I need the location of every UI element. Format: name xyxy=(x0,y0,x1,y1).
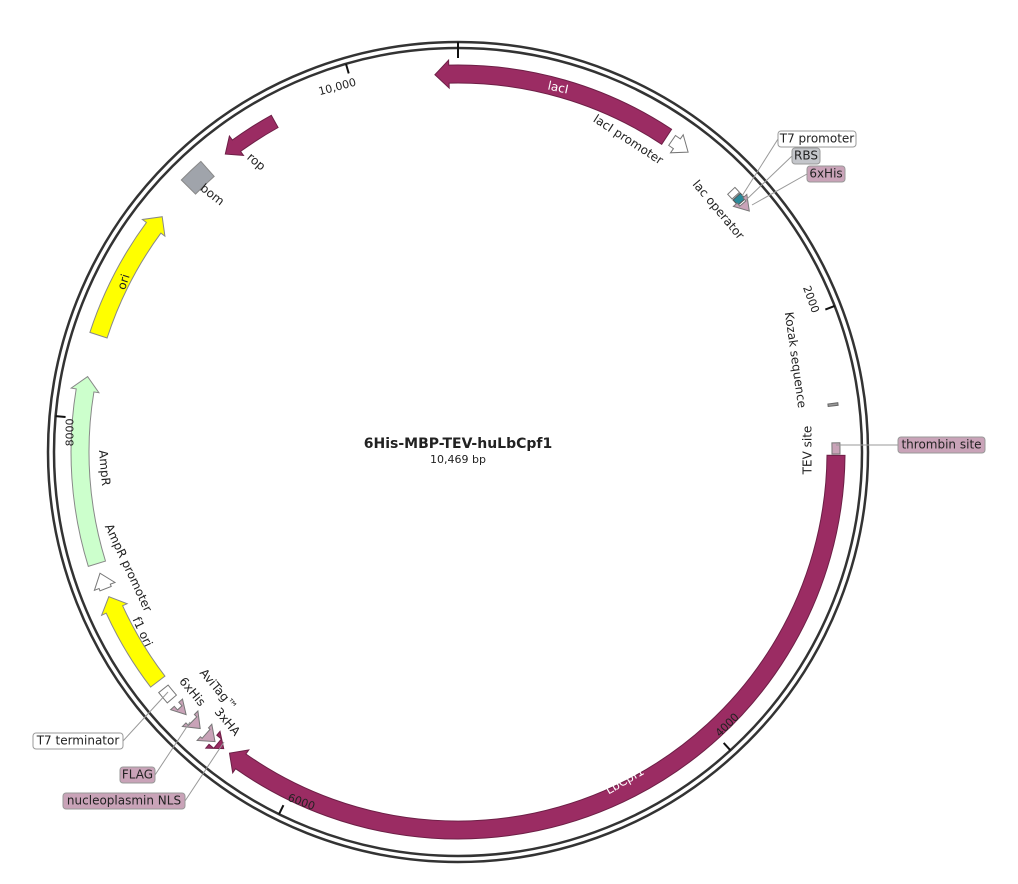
feature-lacI-promoter xyxy=(668,133,689,154)
callout-line xyxy=(184,741,225,802)
feature-ampr-promoter xyxy=(93,572,117,592)
callout-box xyxy=(897,436,986,454)
callout-line xyxy=(751,173,808,206)
feature-label: lac operator xyxy=(690,177,748,242)
backbone-inner xyxy=(52,46,864,858)
callout-line xyxy=(741,138,779,197)
callout-box xyxy=(791,147,821,165)
callout-label: 6xHis xyxy=(809,167,842,181)
feature-t7-terminator xyxy=(157,684,178,704)
feature-label: TEV site xyxy=(801,426,815,476)
backbone-outer xyxy=(46,40,870,864)
callout-label: T7 promoter xyxy=(779,132,855,146)
tick-label: 2000 xyxy=(800,284,822,315)
tick-mark xyxy=(55,415,66,418)
feature-lbcpf1 xyxy=(228,454,846,840)
callout-label: FLAG xyxy=(122,768,153,782)
callout-box xyxy=(62,792,186,810)
feature-3xha xyxy=(196,723,216,743)
callout-line xyxy=(154,721,191,776)
callout-label: T7 terminator xyxy=(36,734,120,748)
callout-label: thrombin site xyxy=(901,438,981,452)
tick-mark xyxy=(345,63,350,74)
feature-label: AmpR xyxy=(96,449,113,486)
tick-label: 10,000 xyxy=(317,76,358,99)
callout-box xyxy=(119,766,156,784)
feature-kozak xyxy=(827,402,839,408)
callout-label: RBS xyxy=(794,149,818,163)
feature-ampr xyxy=(69,375,107,568)
feature-label: ori xyxy=(114,272,132,291)
feature-6xhis xyxy=(732,193,750,212)
feature-label: Kozak sequence xyxy=(782,311,809,409)
feature-tev xyxy=(831,442,841,455)
callout-box xyxy=(32,732,124,750)
feature-6xhis-c xyxy=(169,698,187,716)
feature-bom xyxy=(180,160,215,195)
callout-box xyxy=(777,130,857,148)
feature-ori xyxy=(89,216,166,339)
callout-line xyxy=(122,691,169,742)
feature-f1-ori xyxy=(100,596,166,688)
feature-avitag xyxy=(181,709,201,730)
tick-mark xyxy=(824,304,836,311)
tick-mark xyxy=(722,742,732,752)
callout-line xyxy=(745,155,793,201)
plasmid-title: 6His-MBP-TEV-huLbCpf1 xyxy=(364,436,553,452)
feature-label: rop xyxy=(244,150,268,173)
plasmid-size: 10,469 bp xyxy=(430,453,486,466)
tick-mark xyxy=(278,804,285,815)
callout-box xyxy=(806,165,846,183)
feature-label: lacI xyxy=(546,78,569,96)
feature-rop xyxy=(224,114,279,156)
feature-t7-promoter xyxy=(726,186,741,200)
callout-label: nucleoplasmin NLS xyxy=(67,794,181,808)
feature-nls xyxy=(204,730,225,750)
feature-label: bom xyxy=(197,181,227,208)
feature-lacI xyxy=(434,58,673,145)
tick-label: 8000 xyxy=(63,418,76,446)
feature-label: AviTag™ xyxy=(197,666,240,714)
